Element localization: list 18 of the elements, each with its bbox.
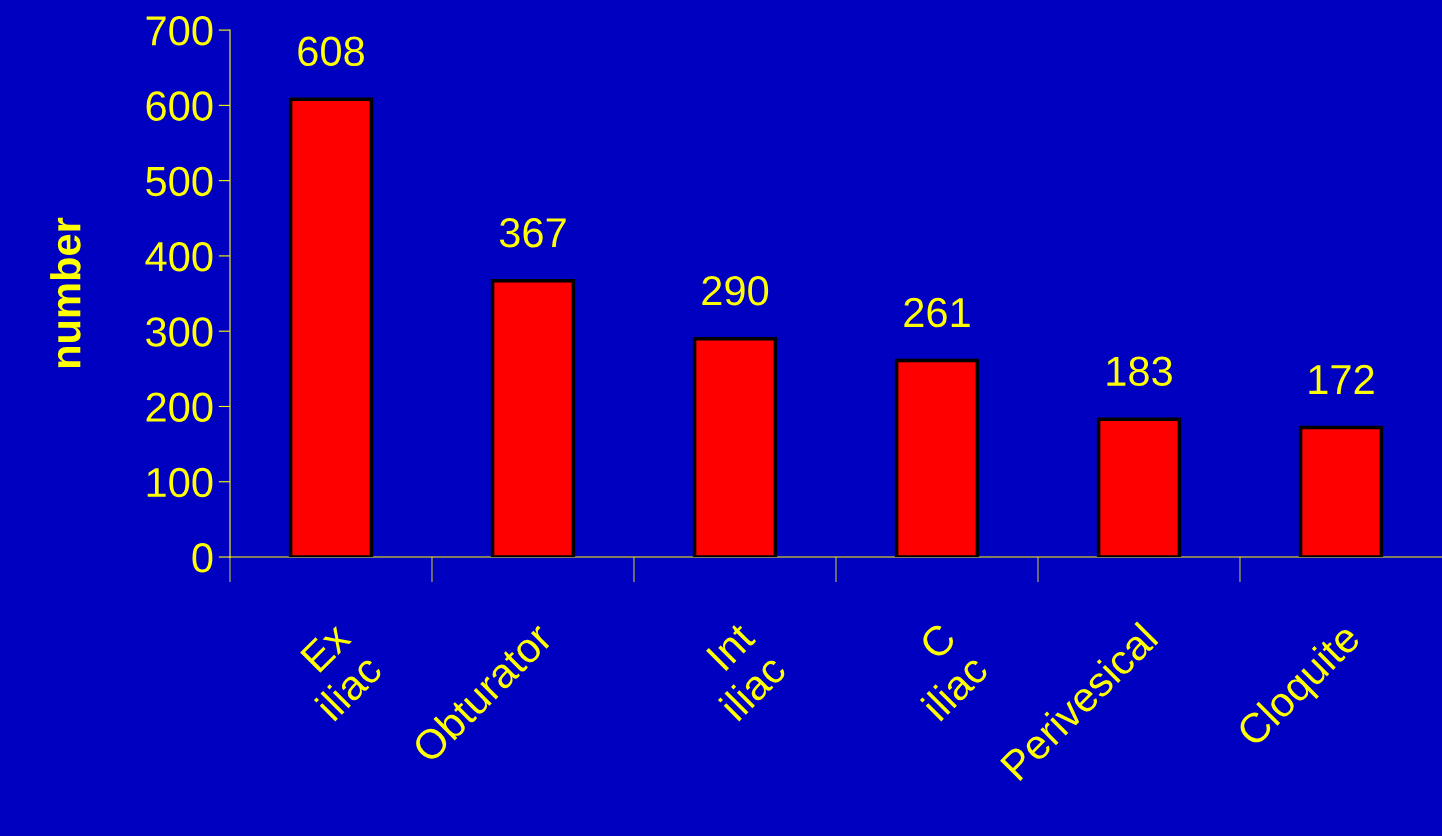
data-label: 172	[1309, 364, 1374, 394]
data-label: 290	[702, 275, 769, 306]
y-tick-label: 600	[146, 91, 213, 121]
y-axis-title: number	[50, 217, 81, 368]
y-tick-label: 300	[146, 317, 213, 347]
data-label: 183	[1107, 356, 1172, 387]
data-label: 608	[298, 36, 364, 67]
y-tick-label: 400	[145, 241, 213, 272]
y-tick-label: 500	[146, 166, 213, 197]
y-tick-label: 700	[146, 16, 213, 46]
x-tick-label: C iliac	[918, 621, 990, 722]
data-label: 367	[499, 218, 566, 248]
x-tick-label: Int iliac	[706, 620, 788, 722]
y-tick-label: 200	[146, 392, 213, 422]
data-label: 261	[904, 297, 970, 328]
y-tick-label: 0	[192, 543, 213, 573]
y-tick-label: 100	[147, 467, 213, 498]
x-tick-label: Ex iliac	[300, 620, 384, 722]
